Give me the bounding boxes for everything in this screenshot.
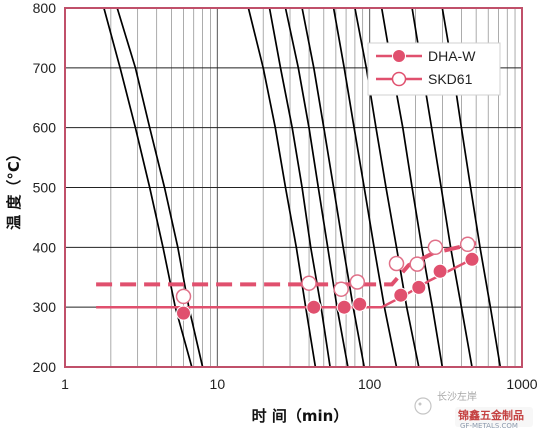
- x-axis-title: 时 间（min）: [252, 407, 349, 425]
- y-tick-label: 800: [33, 0, 57, 16]
- legend-dha-label: DHA-W: [428, 48, 476, 64]
- point-dha-w: [306, 299, 322, 315]
- watermark-logo-icon: [414, 397, 432, 415]
- watermark-text-2: 锦鑫五金制品: [458, 408, 524, 422]
- legend-dha-marker: [392, 49, 406, 63]
- point-skd61: [175, 288, 192, 305]
- point-skd61: [388, 255, 405, 272]
- x-tick-label: 10: [210, 376, 226, 392]
- point-skd61: [301, 275, 317, 291]
- x-tick-label: 100: [358, 376, 382, 392]
- point-dha-w: [432, 263, 448, 279]
- y-tick-label: 700: [33, 60, 57, 76]
- point-skd61: [333, 281, 349, 297]
- tick-labels: 1 10 100 1000 200 300 400 500 600 700 800: [33, 0, 538, 392]
- point-dha-w: [176, 305, 191, 321]
- legend-skd-label: SKD61: [428, 71, 473, 87]
- y-tick-label: 600: [33, 120, 57, 136]
- cooling-curve: [354, 7, 420, 368]
- y-tick-label: 500: [33, 180, 57, 196]
- x-tick-label: 1: [61, 376, 69, 392]
- trend-line-skd61: [96, 241, 477, 287]
- point-dha-w: [393, 287, 409, 303]
- watermark: 长沙左岸 锦鑫五金制品 GF-METALS.COM: [414, 390, 533, 430]
- point-dha-w: [352, 296, 368, 312]
- y-axis-title: 温 度（°C）: [5, 146, 23, 230]
- data-points: [175, 236, 480, 321]
- point-skd61: [427, 239, 444, 256]
- plot-frame: [64, 7, 523, 368]
- point-skd61: [409, 256, 425, 272]
- y-tick-label: 400: [33, 239, 57, 255]
- y-tick-label: 200: [33, 359, 57, 375]
- point-dha-w: [464, 251, 480, 267]
- watermark-logo-dot: [418, 402, 422, 406]
- point-dha-w: [411, 279, 427, 295]
- watermark-text-3: GF-METALS.COM: [460, 422, 518, 430]
- legend-skd-marker: [391, 71, 407, 87]
- trend-lines: [96, 241, 477, 309]
- watermark-text-1: 长沙左岸: [437, 390, 477, 403]
- watermark-badge: [455, 407, 533, 427]
- x-tick-label: 1000: [506, 376, 537, 392]
- point-skd61: [349, 274, 366, 290]
- legend: DHA-W SKD61: [367, 42, 501, 96]
- y-tick-label: 300: [33, 299, 57, 315]
- point-skd61: [459, 236, 476, 253]
- point-dha-w: [336, 299, 352, 315]
- legend-box: [367, 42, 501, 96]
